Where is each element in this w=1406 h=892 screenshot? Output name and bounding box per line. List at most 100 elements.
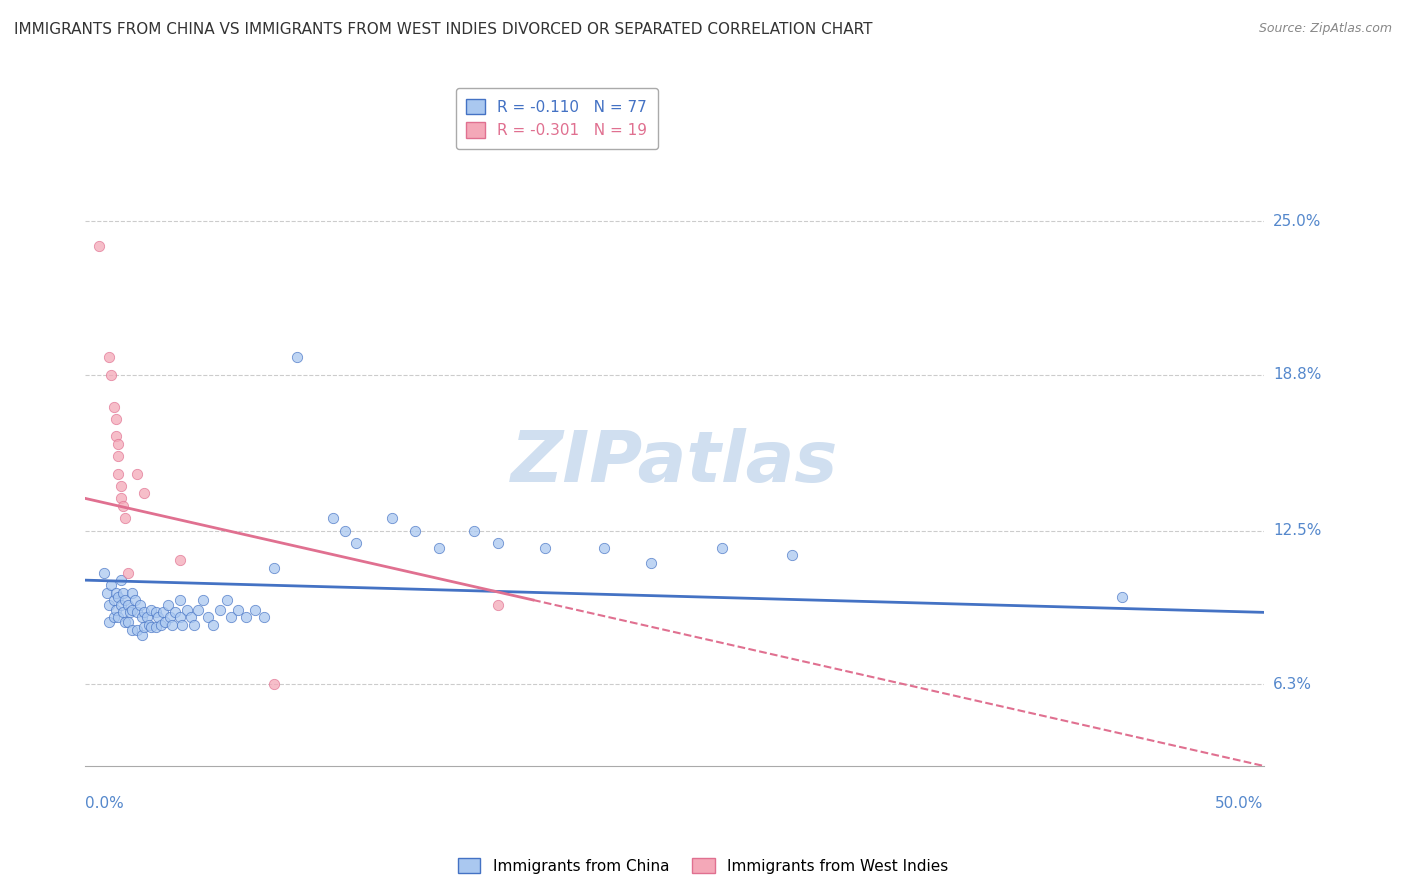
Point: [121, 623, 143, 637]
Point: [104, 412, 127, 426]
Point: [104, 585, 127, 599]
Text: IMMIGRANTS FROM CHINA VS IMMIGRANTS FROM WEST INDIES DIVORCED OR SEPARATED CORRE: IMMIGRANTS FROM CHINA VS IMMIGRANTS FROM…: [14, 22, 873, 37]
Point: [131, 627, 153, 641]
Point: [107, 437, 129, 451]
Point: [463, 524, 485, 538]
Point: [100, 368, 122, 382]
Point: [592, 541, 614, 555]
Point: [145, 620, 167, 634]
Point: [134, 486, 156, 500]
Point: [149, 617, 172, 632]
Point: [253, 610, 276, 624]
Point: [127, 605, 149, 619]
Point: [103, 610, 125, 624]
Point: [100, 578, 122, 592]
Point: [235, 610, 257, 624]
Point: [163, 605, 186, 619]
Point: [141, 603, 163, 617]
Point: [169, 593, 191, 607]
Point: [131, 610, 153, 624]
Point: [141, 620, 163, 634]
Point: [124, 593, 146, 607]
Point: [111, 605, 134, 619]
Point: [287, 350, 309, 364]
Point: [93, 566, 115, 580]
Point: [97, 598, 120, 612]
Point: [110, 491, 132, 506]
Point: [135, 610, 157, 624]
Point: [127, 623, 149, 637]
Text: ZIPatlas: ZIPatlas: [510, 428, 838, 497]
Point: [114, 511, 136, 525]
Point: [215, 593, 238, 607]
Point: [381, 511, 404, 525]
Point: [145, 605, 167, 619]
Point: [148, 610, 170, 624]
Point: [162, 617, 184, 632]
Point: [322, 511, 344, 525]
Point: [117, 615, 139, 630]
Text: 12.5%: 12.5%: [1272, 523, 1322, 538]
Point: [104, 429, 127, 443]
Point: [183, 617, 205, 632]
Point: [114, 593, 136, 607]
Point: [180, 610, 202, 624]
Point: [534, 541, 557, 555]
Point: [404, 524, 426, 538]
Point: [176, 603, 198, 617]
Point: [782, 549, 804, 563]
Point: [107, 467, 129, 481]
Point: [169, 610, 191, 624]
Point: [103, 593, 125, 607]
Point: [243, 603, 266, 617]
Text: 18.8%: 18.8%: [1272, 368, 1322, 382]
Text: 25.0%: 25.0%: [1272, 213, 1322, 228]
Point: [134, 605, 156, 619]
Point: [134, 620, 156, 634]
Point: [117, 566, 139, 580]
Point: [111, 585, 134, 599]
Point: [107, 450, 129, 464]
Point: [170, 617, 193, 632]
Point: [228, 603, 250, 617]
Point: [117, 598, 139, 612]
Point: [640, 556, 662, 570]
Point: [333, 524, 356, 538]
Point: [111, 499, 134, 513]
Point: [128, 598, 150, 612]
Point: [103, 400, 125, 414]
Point: [110, 479, 132, 493]
Point: [710, 541, 733, 555]
Text: 6.3%: 6.3%: [1272, 677, 1312, 691]
Point: [197, 610, 219, 624]
Point: [201, 617, 224, 632]
Text: 0.0%: 0.0%: [86, 796, 124, 811]
Point: [159, 610, 181, 624]
Point: [96, 585, 118, 599]
Point: [486, 536, 509, 550]
Point: [169, 553, 191, 567]
Point: [156, 598, 179, 612]
Point: [89, 239, 111, 253]
Text: Source: ZipAtlas.com: Source: ZipAtlas.com: [1258, 22, 1392, 36]
Point: [486, 598, 509, 612]
Point: [121, 585, 143, 599]
Point: [344, 536, 367, 550]
Point: [107, 610, 129, 624]
Point: [427, 541, 450, 555]
Point: [187, 603, 209, 617]
Text: 50.0%: 50.0%: [1215, 796, 1264, 811]
Point: [152, 605, 174, 619]
Point: [221, 610, 243, 624]
Point: [110, 573, 132, 587]
Point: [263, 561, 285, 575]
Point: [114, 615, 136, 630]
Point: [121, 603, 143, 617]
Point: [1111, 591, 1133, 605]
Point: [155, 615, 177, 630]
Point: [110, 598, 132, 612]
Point: [120, 605, 142, 619]
Point: [104, 603, 127, 617]
Point: [97, 350, 120, 364]
Legend: Immigrants from China, Immigrants from West Indies: Immigrants from China, Immigrants from W…: [451, 852, 955, 880]
